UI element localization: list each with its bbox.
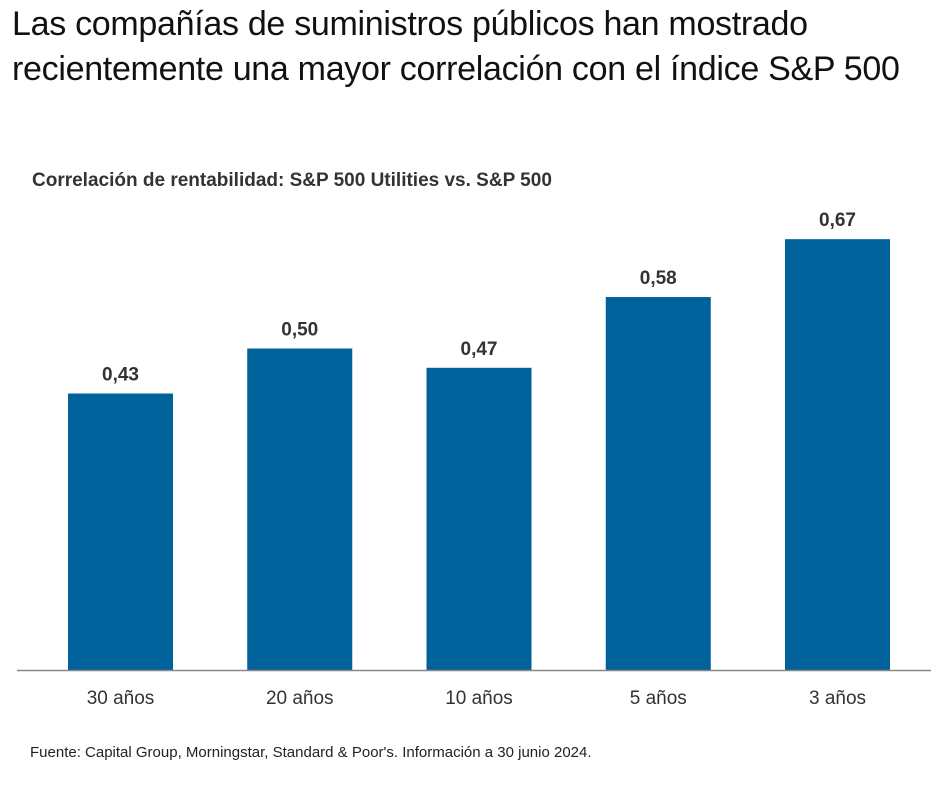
- source-note: Fuente: Capital Group, Morningstar, Stan…: [30, 744, 592, 761]
- data-label-2: 0,47: [461, 339, 498, 360]
- bar-1: [247, 348, 353, 670]
- x-tick-label-4: 3 años: [809, 688, 866, 709]
- bar-2: [426, 367, 532, 670]
- x-tick-label-1: 20 años: [266, 688, 334, 709]
- data-label-4: 0,67: [819, 210, 856, 231]
- page-title: Las compañías de suministros públicos ha…: [12, 5, 900, 88]
- data-label-1: 0,50: [281, 320, 318, 341]
- bar-3: [605, 297, 711, 670]
- data-label-3: 0,58: [640, 268, 677, 289]
- x-tick-label-0: 30 años: [87, 688, 155, 709]
- x-tick-label-3: 5 años: [630, 688, 687, 709]
- data-label-0: 0,43: [102, 365, 139, 386]
- chart-title: Correlación de rentabilidad: S&P 500 Uti…: [32, 170, 552, 191]
- bar-4: [785, 239, 890, 670]
- bar-0: [68, 393, 173, 670]
- x-tick-label-2: 10 años: [445, 688, 513, 709]
